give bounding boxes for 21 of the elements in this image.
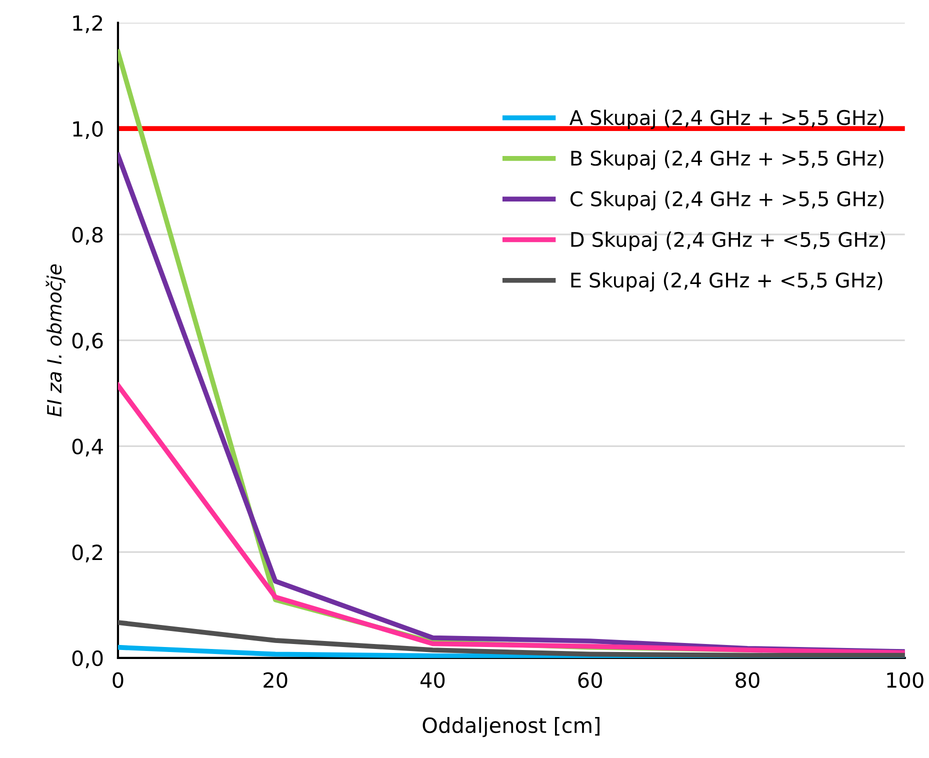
line-series [118,382,905,656]
x-tick-label: 80 [736,672,760,688]
y-tick-label: 0,8 [72,226,103,245]
y-tick-label: 1,0 [73,121,103,139]
legend-label: D Skupaj (2,4 GHz + <5,5 GHz) [571,231,885,251]
legend-label: A Skupaj (2,4 GHz + >5,5 GHz) [570,110,884,130]
x-tick-label: 40 [420,672,445,688]
legend-label: E Skupaj (2,4 GHz + <5,5 GHz) [571,272,882,292]
x-tick-label: 20 [264,672,288,688]
y-tick-label: 0,4 [72,438,103,457]
y-tick-label: 0,0 [72,650,103,668]
y-tick-label: 1,2 [73,15,102,34]
x-tick-label: 0 [112,672,124,688]
legend-label: C Skupaj (2,4 GHz + >5,5 GHz) [570,190,884,210]
x-tick-label: 60 [578,672,602,688]
x-axis-title: Oddaljenost [cm] [422,716,600,738]
y-tick-label: 0,6 [72,332,103,351]
y-tick-label: 0,2 [72,544,102,562]
x-tick-label: 100 [887,672,924,688]
legend-label: B Skupaj (2,4 GHz + >5,5 GHz) [571,150,884,170]
y-axis-title: EI za I. območje [46,264,66,417]
